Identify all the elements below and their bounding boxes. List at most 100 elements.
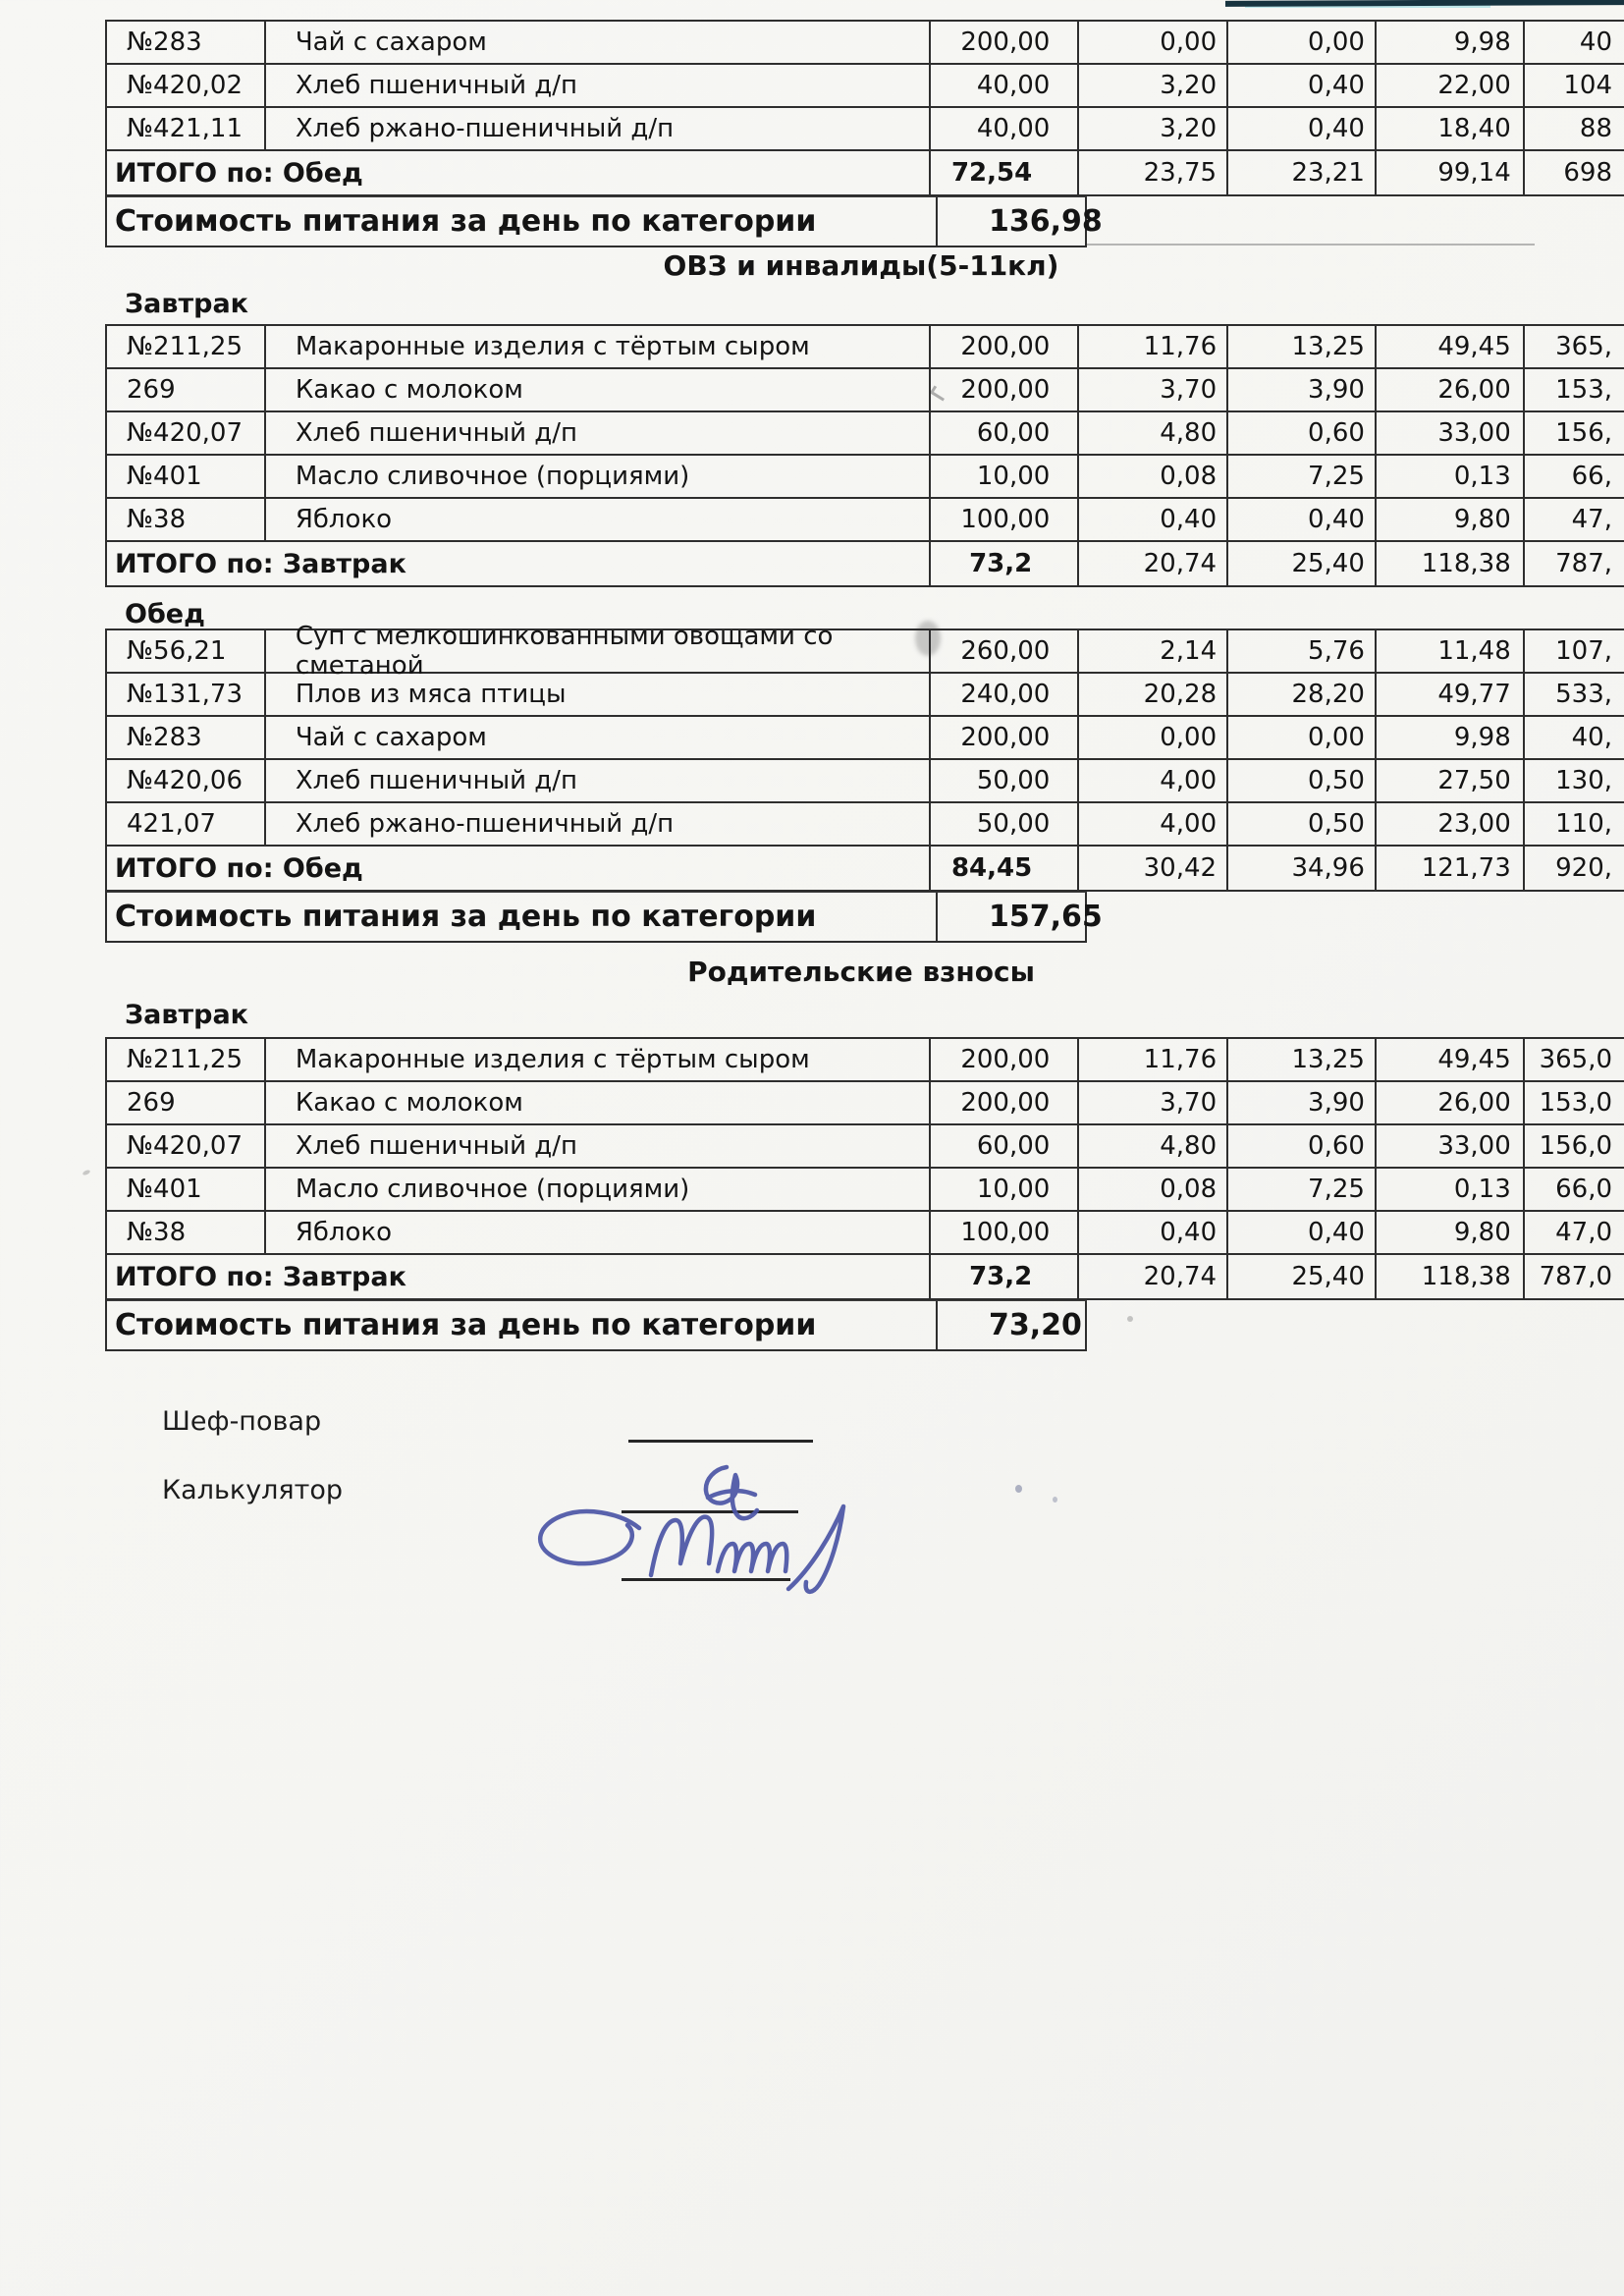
value-cell: 40,00: [931, 108, 1080, 149]
value-cell: 107,: [1525, 630, 1624, 672]
scan-speck: [1127, 1316, 1133, 1322]
dish-name-cell: Макаронные изделия с тёртым сыром: [266, 326, 932, 367]
signature-line-1: [628, 1440, 813, 1443]
value-cell: 153,0: [1525, 1082, 1624, 1123]
value-cell: 34,96: [1228, 847, 1377, 890]
category-header: ОВЗ и инвалиды(5-11кл): [663, 249, 1059, 282]
signature-line-2: [622, 1510, 798, 1513]
value-cell: 49,45: [1377, 326, 1525, 367]
menu-row: №38 Яблоко 100,00 0,40 0,40 9,80 47,: [107, 499, 1624, 542]
menu-row: №420,06 Хлеб пшеничный д/п 50,00 4,00 0,50 27…: [107, 760, 1624, 803]
handwritten-signature: [537, 1464, 846, 1594]
day-total-value-cell: 157,65: [938, 893, 1103, 941]
value-cell: 13,25: [1228, 1039, 1377, 1080]
value-cell: 20,74: [1079, 1255, 1229, 1298]
dish-code-cell: №211,25: [107, 1039, 266, 1080]
value-cell: 66,: [1525, 456, 1624, 497]
value-cell: 20,28: [1079, 674, 1229, 715]
menu-row: №56,21 Суп с мелкошинкованными овощами со…: [107, 622, 1624, 681]
menu-row: №211,25 Макаронные изделия с тёртым сыром…: [107, 326, 1624, 369]
calculator-label: Калькулятор: [162, 1475, 344, 1505]
dish-name-cell: Яблоко: [266, 1212, 932, 1253]
value-cell: 0,40: [1079, 1212, 1229, 1253]
value-cell: 260,00: [931, 630, 1080, 672]
dish-name-cell: Макаронные изделия с тёртым сыром: [266, 1039, 932, 1080]
value-cell: 20,74: [1079, 542, 1229, 585]
value-cell: 130,: [1525, 760, 1624, 801]
value-cell: 0,00: [1228, 22, 1377, 63]
value-cell: 118,38: [1377, 1255, 1525, 1298]
value-cell: 200,00: [931, 22, 1080, 63]
day-total-label-cell: Стоимость питания за день по категории: [107, 197, 938, 246]
value-cell: 9,98: [1377, 717, 1525, 758]
value-cell: 25,40: [1228, 542, 1377, 585]
value-cell: 200,00: [931, 326, 1080, 367]
value-cell: 47,0: [1525, 1212, 1624, 1253]
menu-row: №420,02 Хлеб пшеничный д/п 40,00 3,20 0,40 22…: [107, 65, 1624, 108]
value-cell: 2,14: [1079, 630, 1229, 672]
value-cell: 365,: [1525, 326, 1624, 367]
dish-code-cell: №420,07: [107, 412, 266, 454]
day-total-label-cell: Стоимость питания за день по категории: [107, 1301, 938, 1349]
dish-name-cell: Масло сливочное (порциями): [266, 456, 932, 497]
value-cell: 40,00: [931, 65, 1080, 106]
value-cell: 200,00: [931, 369, 1080, 410]
day-total-row: Стоимость питания за день по категории 13…: [107, 196, 1103, 247]
value-cell: 920,: [1525, 847, 1624, 890]
dish-name-cell: Масло сливочное (порциями): [266, 1169, 932, 1210]
value-cell: 33,00: [1377, 412, 1525, 454]
dish-name-cell: Чай с сахаром: [266, 22, 932, 63]
value-cell: 88: [1525, 108, 1624, 149]
menu-row: №211,25 Макаронные изделия с тёртым сыром…: [107, 1039, 1624, 1082]
day-total-row: Стоимость питания за день по категории 73…: [107, 1300, 1087, 1351]
value-cell: 0,13: [1377, 1169, 1525, 1210]
value-cell: 200,00: [931, 1082, 1080, 1123]
day-total-label-cell: Стоимость питания за день по категории: [107, 893, 938, 941]
total-row: ИТОГО по: Обед 84,45 30,42 34,96 121,73 920,: [107, 847, 1624, 892]
value-cell: 9,98: [1377, 22, 1525, 63]
menu-table: №283 Чай с сахаром 200,00 0,00 0,00 9,98 40 №42…: [105, 20, 1624, 247]
dish-name-cell: Какао с молоком: [266, 1082, 932, 1123]
dish-code-cell: 269: [107, 1082, 266, 1123]
value-cell: 28,20: [1228, 674, 1377, 715]
dish-name-cell: Какао с молоком: [266, 369, 932, 410]
menu-row: №420,07 Хлеб пшеничный д/п 60,00 4,80 0,60 33…: [107, 1125, 1624, 1169]
menu-row: №38 Яблоко 100,00 0,40 0,40 9,80 47,0: [107, 1212, 1624, 1255]
total-value-cell: 73,2: [931, 542, 1080, 585]
value-cell: 787,: [1525, 542, 1624, 585]
menu-row: №401 Масло сливочное (порциями) 10,00 0,08 7…: [107, 456, 1624, 499]
value-cell: 10,00: [931, 1169, 1080, 1210]
value-cell: 0,60: [1228, 412, 1377, 454]
total-value-cell: 84,45: [931, 847, 1080, 890]
value-cell: 0,00: [1079, 717, 1229, 758]
value-cell: 200,00: [931, 1039, 1080, 1080]
value-cell: 0,40: [1228, 1212, 1377, 1253]
value-cell: 0,08: [1079, 456, 1229, 497]
value-cell: 60,00: [931, 1125, 1080, 1167]
value-cell: 23,00: [1377, 803, 1525, 845]
value-cell: 49,77: [1377, 674, 1525, 715]
total-label-cell: ИТОГО по: Завтрак: [107, 1255, 932, 1298]
value-cell: 18,40: [1377, 108, 1525, 149]
dish-code-cell: 421,07: [107, 803, 266, 845]
value-cell: 787,0: [1525, 1255, 1624, 1298]
total-value-cell: 73,2: [931, 1255, 1080, 1298]
value-cell: 0,40: [1228, 108, 1377, 149]
value-cell: 0,13: [1377, 456, 1525, 497]
total-value-cell: 72,54: [931, 151, 1080, 194]
value-cell: 40,: [1525, 717, 1624, 758]
meal-label: Завтрак: [125, 1000, 249, 1030]
dish-code-cell: №131,73: [107, 674, 266, 715]
value-cell: 0,50: [1228, 803, 1377, 845]
value-cell: 0,40: [1228, 499, 1377, 540]
dish-code-cell: №56,21: [107, 630, 266, 672]
value-cell: 100,00: [931, 1212, 1080, 1253]
dish-code-cell: №420,02: [107, 65, 266, 106]
meal-label: Завтрак: [125, 289, 249, 319]
dish-name-cell: Хлеб пшеничный д/п: [266, 1125, 932, 1167]
value-cell: 3,20: [1079, 108, 1229, 149]
total-row: ИТОГО по: Завтрак 73,2 20,74 25,40 118,38 787…: [107, 1255, 1624, 1300]
value-cell: 27,50: [1377, 760, 1525, 801]
value-cell: 365,0: [1525, 1039, 1624, 1080]
value-cell: 0,40: [1079, 499, 1229, 540]
